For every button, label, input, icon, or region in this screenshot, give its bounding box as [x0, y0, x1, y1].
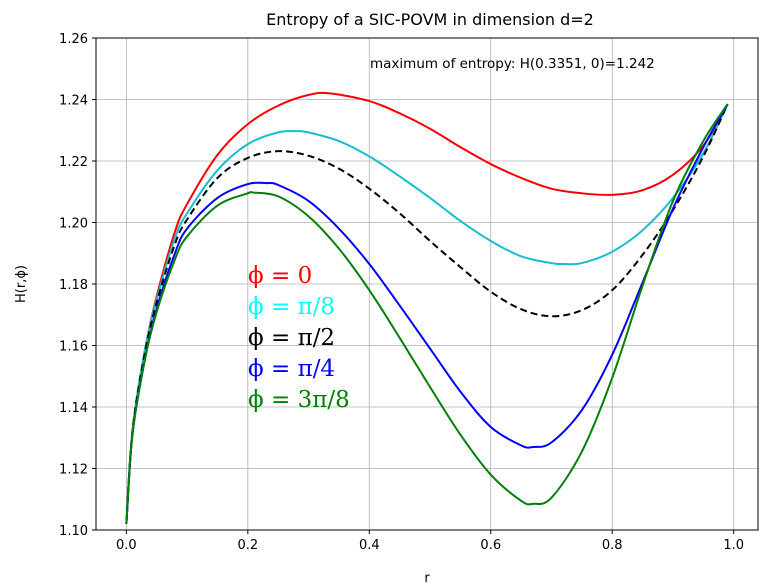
y-axis-label: H(r,ϕ)	[14, 265, 29, 303]
x-tick-label: 0.8	[602, 538, 623, 553]
x-tick-label: 0.6	[480, 538, 501, 553]
series-line-2	[125, 103, 729, 524]
x-axis-ticks: 0.0 0.2 0.4 0.6 0.8 1.0	[116, 530, 744, 553]
x-tick-label: 0.4	[359, 538, 380, 553]
x-tick-label: 0.2	[237, 538, 258, 553]
x-tick-label: 0.0	[116, 538, 137, 553]
legend: ϕ = 0 ϕ = π/8 ϕ = π/2 ϕ = π/4 ϕ = 3π/8	[248, 263, 350, 413]
series-lines	[125, 91, 729, 524]
y-tick-label: 1.24	[59, 94, 88, 109]
chart-title: Entropy of a SIC-POVM in dimension d=2	[266, 10, 594, 29]
x-tick-label: 1.0	[723, 538, 744, 553]
y-tick-label: 1.14	[59, 401, 88, 416]
y-tick-label: 1.16	[59, 340, 88, 355]
series-line-4	[125, 103, 729, 524]
y-tick-label: 1.26	[59, 32, 88, 47]
y-tick-label: 1.18	[59, 278, 88, 293]
x-axis-label: r	[424, 571, 430, 586]
y-tick-label: 1.12	[59, 463, 88, 478]
series-line-1	[125, 91, 729, 524]
legend-label-3: ϕ = π/2	[248, 325, 335, 351]
y-tick-label: 1.10	[59, 524, 88, 539]
series-line-3	[125, 103, 729, 524]
legend-label-5: ϕ = 3π/8	[248, 387, 350, 413]
legend-label-2: ϕ = π/8	[248, 294, 335, 320]
legend-label-4: ϕ = π/4	[248, 356, 335, 382]
max-entropy-annotation: maximum of entropy: H(0.3351, 0)=1.242	[370, 56, 655, 72]
legend-label-1: ϕ = 0	[248, 263, 312, 289]
y-axis-ticks: 1.10 1.12 1.14 1.16 1.18 1.20 1.22 1.24 1.26	[59, 32, 96, 539]
grid	[96, 37, 758, 531]
series-line-5	[125, 103, 729, 524]
y-tick-label: 1.20	[59, 217, 88, 232]
y-tick-label: 1.22	[59, 155, 88, 170]
